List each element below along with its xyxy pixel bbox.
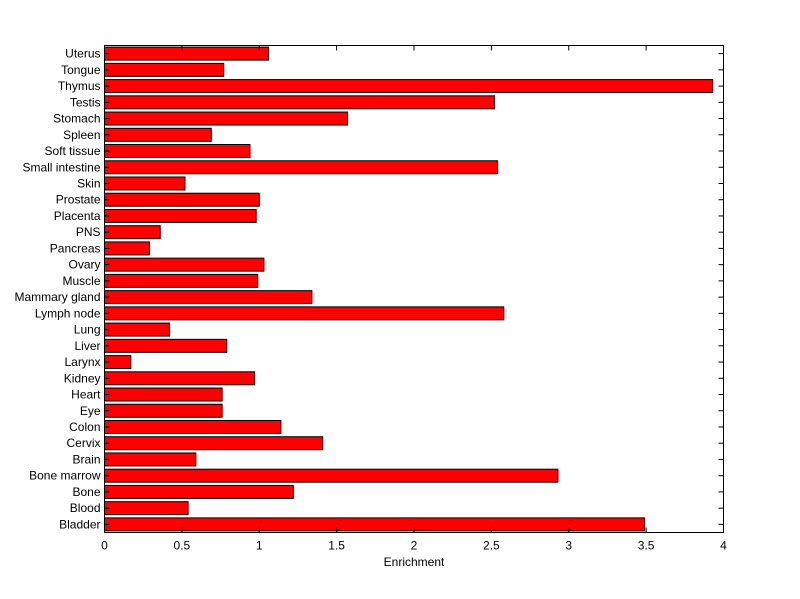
bar-testis: [104, 95, 495, 110]
y-tick-label: Bone: [72, 485, 100, 499]
bar-thymus: [104, 79, 714, 94]
x-tick-label: 0: [101, 539, 108, 553]
bar-ovary: [104, 257, 265, 272]
y-axis-ticks: Bladder Blood Bone Bone marrow Brain Cervix Co…: [14, 47, 724, 531]
y-tick-label: Muscle: [62, 274, 100, 288]
bar-colon: [104, 419, 282, 434]
x-tick-label: 3: [565, 539, 572, 553]
bar-uterus: [104, 46, 270, 61]
bar-blood: [104, 501, 189, 516]
y-tick-label: Placenta: [54, 209, 101, 223]
y-tick-label: Eye: [80, 404, 101, 418]
bar-brain: [104, 452, 197, 467]
y-tick-label: PNS: [76, 225, 101, 239]
x-axis-label: Enrichment: [384, 555, 445, 569]
bar-liver: [104, 338, 228, 353]
bar-placenta: [104, 208, 257, 223]
y-tick-label: Brain: [72, 452, 100, 466]
y-tick-label: Larynx: [64, 355, 100, 369]
bar-spleen: [104, 127, 212, 142]
bar-eye: [104, 403, 223, 418]
bar-heart: [104, 387, 223, 402]
y-tick-label: Spleen: [63, 128, 100, 142]
x-tick-label: 4: [720, 539, 727, 553]
y-tick-label: Bone marrow: [29, 469, 101, 483]
x-axis-ticks: 0 0.5 1 1.5 2 2.5 3 3.5 4: [101, 45, 727, 553]
y-tick-label: Bladder: [59, 517, 100, 531]
y-tick-label: Stomach: [53, 112, 100, 126]
bar-stomach: [104, 111, 348, 126]
bar-tongue: [104, 62, 225, 77]
y-tick-label: Small intestine: [22, 160, 100, 174]
y-tick-label: Pancreas: [50, 241, 101, 255]
y-tick-label: Lung: [74, 323, 101, 337]
y-tick-label: Colon: [69, 420, 100, 434]
bar-lung: [104, 322, 170, 337]
x-tick-label: 2.5: [483, 539, 500, 553]
y-tick-label: Uterus: [65, 47, 100, 61]
bar-prostate: [104, 192, 260, 207]
bar-lymph-node: [104, 306, 505, 321]
y-tick-label: Testis: [70, 95, 101, 109]
x-tick-label: 2: [411, 539, 418, 553]
bar-kidney: [104, 371, 256, 386]
y-tick-label: Blood: [70, 501, 101, 515]
bar-bone: [104, 484, 294, 499]
bar-pancreas: [104, 241, 150, 256]
y-tick-label: Soft tissue: [44, 144, 100, 158]
y-tick-label: Lymph node: [35, 306, 101, 320]
y-tick-label: Skin: [77, 176, 100, 190]
y-tick-label: Tongue: [61, 63, 101, 77]
y-tick-label: Prostate: [56, 193, 101, 207]
bar-soft-tissue: [104, 144, 251, 159]
x-tick-label: 3.5: [638, 539, 655, 553]
bar-mammary-gland: [104, 290, 313, 305]
bar-bladder: [104, 517, 646, 532]
bars-group: [104, 46, 714, 532]
x-tick-label: 0.5: [174, 539, 191, 553]
y-tick-label: Liver: [74, 339, 100, 353]
bar-muscle: [104, 273, 259, 288]
y-tick-label: Kidney: [64, 371, 101, 385]
bar-bone-marrow: [104, 468, 559, 483]
bar-small-intestine: [104, 160, 499, 175]
y-tick-label: Cervix: [66, 436, 100, 450]
y-tick-label: Ovary: [68, 258, 100, 272]
y-tick-label: Mammary gland: [14, 290, 100, 304]
y-tick-label: Thymus: [58, 79, 101, 93]
bar-skin: [104, 176, 186, 191]
bar-cervix: [104, 436, 324, 451]
x-tick-label: 1.5: [328, 539, 345, 553]
x-tick-label: 1: [256, 539, 263, 553]
y-tick-label: Heart: [71, 388, 101, 402]
bar-pns: [104, 225, 161, 240]
